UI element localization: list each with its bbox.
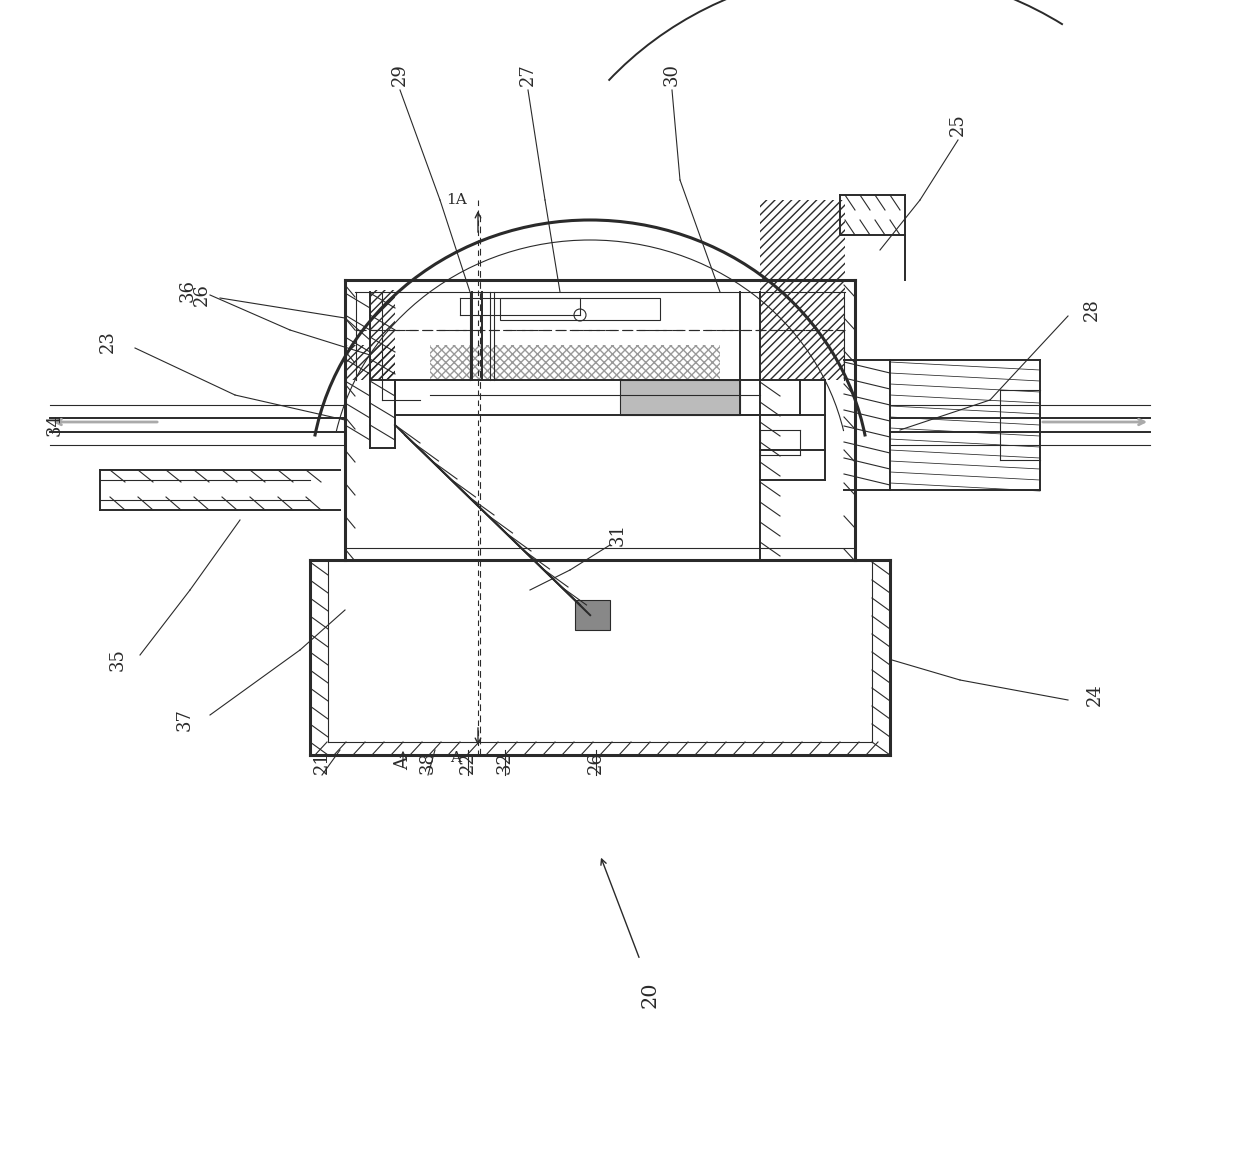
- Text: 36: 36: [179, 278, 197, 301]
- Text: 26: 26: [587, 752, 605, 774]
- Text: 21: 21: [312, 752, 331, 774]
- Bar: [620, 380, 740, 415]
- Text: 35: 35: [109, 649, 126, 671]
- Text: 26: 26: [193, 284, 211, 306]
- Bar: [430, 345, 720, 380]
- Text: A: A: [450, 751, 461, 765]
- Text: 23: 23: [99, 331, 117, 353]
- Bar: [370, 290, 396, 380]
- Text: 20: 20: [641, 982, 660, 1009]
- Text: 37: 37: [176, 708, 193, 732]
- Text: 38: 38: [419, 752, 436, 774]
- Text: 29: 29: [391, 63, 409, 87]
- Text: 31: 31: [609, 523, 627, 547]
- Text: A: A: [394, 757, 412, 769]
- Text: 27: 27: [520, 63, 537, 87]
- Text: 24: 24: [1086, 684, 1104, 706]
- Text: 30: 30: [663, 63, 681, 87]
- Text: 22: 22: [459, 752, 477, 774]
- Bar: [500, 298, 660, 320]
- Bar: [760, 201, 844, 380]
- Text: 28: 28: [1083, 299, 1101, 321]
- Bar: [345, 345, 396, 380]
- Text: 1A: 1A: [445, 194, 466, 206]
- Polygon shape: [575, 601, 610, 630]
- Text: 25: 25: [949, 114, 967, 136]
- Text: 34: 34: [46, 414, 64, 436]
- Text: 32: 32: [496, 752, 515, 774]
